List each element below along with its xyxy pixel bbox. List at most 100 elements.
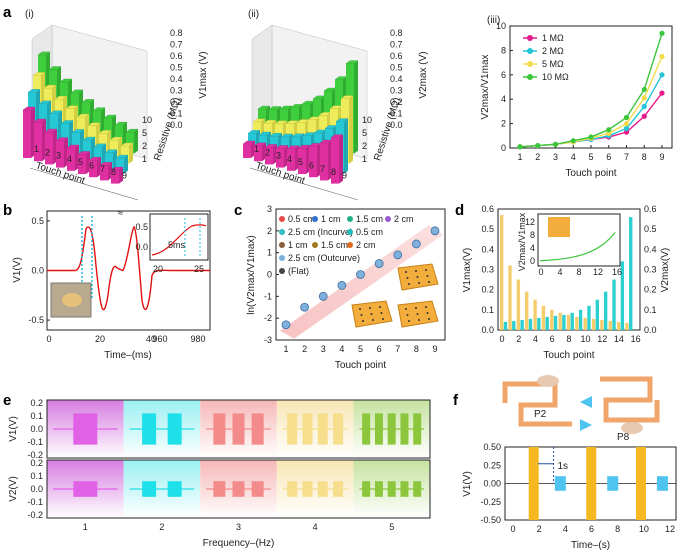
point xyxy=(623,129,630,135)
x-tick: 4 xyxy=(313,522,318,532)
surface-dot xyxy=(415,307,417,309)
surface-dot xyxy=(406,314,409,316)
arrow-left xyxy=(580,396,592,408)
floor-edge xyxy=(29,167,139,201)
bot-pulse xyxy=(317,481,328,497)
y-tick-label: 2 xyxy=(267,226,272,236)
x-tick-label: 5 xyxy=(358,344,363,354)
z-tick: 0.4 xyxy=(170,74,183,84)
point xyxy=(517,144,523,150)
y-tick-label: -2 xyxy=(264,313,272,323)
bar-v1 xyxy=(608,320,612,330)
inset-pad xyxy=(548,217,570,237)
legend-marker xyxy=(527,35,533,41)
p8-label: P8 xyxy=(617,432,630,443)
z-tick: 0.2 xyxy=(170,97,183,107)
x-tick-label: 0 xyxy=(510,524,515,534)
surface-dot xyxy=(359,308,361,310)
legend-label: 1.5 cm xyxy=(356,214,383,224)
point xyxy=(623,125,630,132)
x-tick-label: 1 xyxy=(283,344,288,354)
pulse-p8 xyxy=(554,476,566,491)
y-tick-label: -0.25 xyxy=(480,497,501,507)
top-pulse xyxy=(374,413,383,445)
x-tick-label: 9 xyxy=(659,152,664,162)
bar-v1 xyxy=(591,318,596,330)
x-tick-label: 3 xyxy=(553,152,558,162)
legend-marker xyxy=(279,229,285,235)
point xyxy=(641,113,647,119)
point xyxy=(606,127,612,133)
bar-v1 xyxy=(508,265,512,330)
surface-dot xyxy=(415,270,417,272)
x-tick-label: 12 xyxy=(665,524,675,534)
bar-v2 xyxy=(537,317,541,330)
inset-ytick: 0 xyxy=(530,256,535,266)
bar-v1 xyxy=(558,312,562,330)
x-tick-label: 40 xyxy=(146,334,156,344)
panel-e-label: e xyxy=(3,392,11,409)
bar-front xyxy=(254,145,262,162)
bot-pulse xyxy=(213,481,226,497)
x-tick: 5 xyxy=(298,157,303,167)
bar-front xyxy=(309,146,317,178)
inset-ytick: 0.0 xyxy=(135,242,148,252)
x-tick: 4 xyxy=(287,154,292,164)
p2-label: P2 xyxy=(534,409,547,420)
top-pulse xyxy=(400,413,409,445)
y-axis-label: V2max/V1max xyxy=(480,54,491,119)
surface-dot xyxy=(382,318,384,320)
bar-side xyxy=(354,60,358,154)
bar-v1 xyxy=(500,215,504,330)
y-tick-label: -0.5 xyxy=(28,315,44,325)
bot-ytick: 0.0 xyxy=(30,484,43,494)
inset-line xyxy=(539,232,616,262)
legend-marker xyxy=(385,216,391,222)
y-tick-label: 6 xyxy=(501,70,506,80)
pulse-p8 xyxy=(607,476,619,491)
point xyxy=(606,130,612,136)
bar-front xyxy=(100,165,108,181)
bot-pulse xyxy=(167,481,182,497)
bar-v2 xyxy=(545,316,549,330)
bot-pulse xyxy=(251,481,264,497)
bar-front xyxy=(111,170,119,184)
y-tick-label: 0 xyxy=(267,270,272,280)
legend-label: 1 cm xyxy=(321,214,341,224)
inset-ytick: 0.5 xyxy=(135,222,148,232)
bar-front xyxy=(45,132,53,165)
legend-label: 2.5 cm (Outcurve) xyxy=(288,253,360,263)
top-ytick: 0.0 xyxy=(30,424,43,434)
surface-dot xyxy=(428,318,430,320)
legend-label: 5 MΩ xyxy=(542,59,564,69)
bar-front xyxy=(331,137,339,184)
bar-front xyxy=(265,147,273,165)
x-tick: 3 xyxy=(276,151,281,161)
e-plot: 0.20.10.0-0.1-0.20.20.10.0-0.1-0.2V1(V)V… xyxy=(8,398,431,549)
r-tick: 2 xyxy=(142,141,147,151)
bar-v1 xyxy=(625,322,629,330)
z-tick: 0.8 xyxy=(390,28,403,38)
y-tick-label: 0.5 xyxy=(31,216,44,226)
bar-v1 xyxy=(575,316,579,330)
bar-front xyxy=(94,146,102,168)
top-ytick: -0.1 xyxy=(27,437,43,447)
y-axis-label: ln(V2max/V1max) xyxy=(246,235,257,314)
y-tick-label: 8 xyxy=(501,45,506,55)
top-pulse xyxy=(362,413,371,445)
legend-marker xyxy=(527,61,533,67)
panel-a-label: a xyxy=(3,4,12,21)
y-tick-label: -3 xyxy=(264,335,272,345)
pulse-p2 xyxy=(528,447,539,520)
panel-a-i: (i) 0.8 0.70.6 0.50.4 0.30.2 0.10.0 V1max (V)… xyxy=(22,9,209,201)
x-tick-label: 9 xyxy=(432,344,437,354)
a-i-sublabel: (i) xyxy=(25,9,34,20)
bot-ylabel: V2(V) xyxy=(8,476,19,502)
surface-dot xyxy=(405,308,407,310)
series-line-2 xyxy=(519,56,663,148)
finger-top xyxy=(537,375,559,387)
inset-xtick: 0 xyxy=(538,267,543,277)
bar-v1 xyxy=(616,321,621,330)
